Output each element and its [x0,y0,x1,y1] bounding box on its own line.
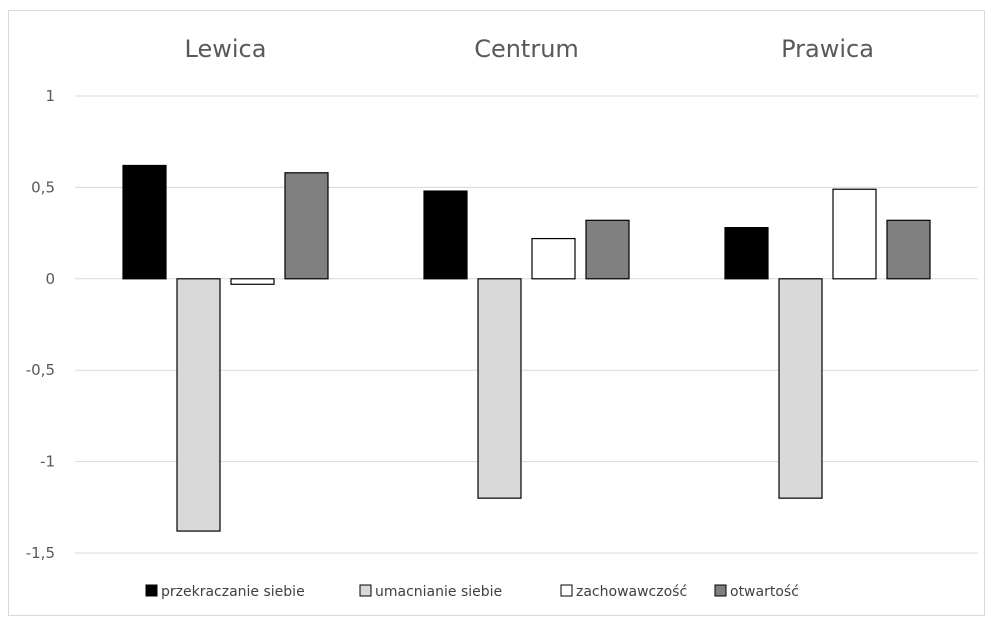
bar-prawica-0 [724,227,769,280]
legend-label-1: umacnianie siebie [375,584,502,600]
bars [122,164,931,532]
bar-lewica-2 [230,278,275,285]
legend-swatch-3 [714,584,727,597]
legend-swatch-1 [359,584,372,597]
bar-centrum-3 [585,219,630,280]
bar-centrum-2 [531,237,576,280]
bar-centrum-1 [477,278,522,499]
legend-label-0: przekraczanie siebie [161,584,305,600]
y-tick-label: -0,5 [26,361,55,379]
category-label-lewica: Lewica [185,35,267,63]
category-labels: Lewica Centrum Prawica [185,35,874,63]
category-label-prawica: Prawica [781,35,874,63]
bar-lewica-0 [122,164,167,280]
bar-prawica-2 [832,188,877,280]
y-tick-label: 0 [45,270,55,288]
y-tick-label: -1,5 [26,544,55,562]
y-axis-ticks: 1 0,5 0 -0,5 -1 -1,5 [26,87,55,562]
bar-prawica-1 [778,278,823,499]
legend-label-3: otwartość [730,584,799,600]
legend-swatch-0 [145,584,158,597]
legend-swatch-2 [560,584,573,597]
gridlines [75,95,978,554]
bar-prawica-3 [886,219,931,280]
y-tick-label: -1 [40,453,55,471]
bar-lewica-3 [284,172,329,280]
bar-centrum-0 [423,190,468,280]
legend-label-2: zachowawczość [576,584,687,600]
bar-lewica-1 [176,278,221,532]
y-tick-label: 0,5 [31,178,55,196]
category-label-centrum: Centrum [474,35,579,63]
legend: przekraczanie siebie umacnianie siebie zac… [145,584,799,600]
y-tick-label: 1 [45,87,55,105]
